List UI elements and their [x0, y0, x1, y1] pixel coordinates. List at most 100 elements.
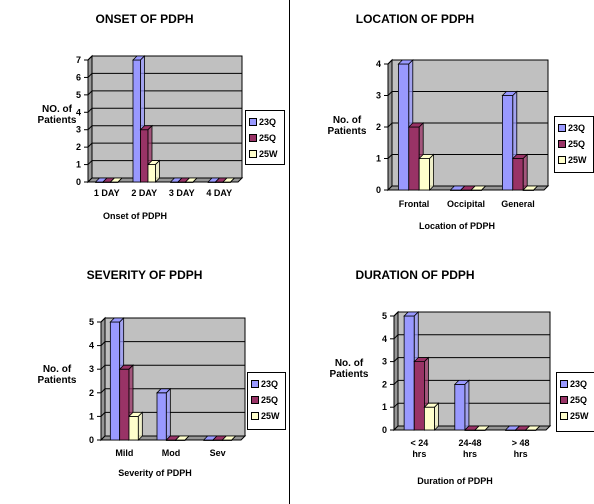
legend-item: 23Q — [560, 379, 587, 389]
legend-label: 25Q — [259, 133, 277, 143]
x-tick-label: hrs — [412, 449, 426, 459]
gridline — [100, 388, 245, 394]
bar — [221, 435, 237, 441]
bar-side — [231, 435, 236, 441]
bar-front — [398, 63, 410, 191]
bar — [524, 425, 541, 431]
plot-area: 0 1 2 3 4 5 6 7 1 DAY 2 DAY 3 DAY 4 DAY — [76, 54, 244, 198]
legend-label: 23Q — [261, 379, 279, 389]
y-tick-label: 4 — [89, 341, 94, 351]
chart-title: ONSET OF PDPH — [95, 12, 194, 26]
x-tick-label: Mod — [162, 448, 181, 458]
legend-label: 25W — [568, 155, 587, 165]
gridline — [387, 91, 548, 96]
legend-label: 25Q — [568, 139, 586, 149]
y-tick-label: 1 — [382, 402, 387, 412]
legend-label: 25W — [570, 411, 589, 421]
y-tick-label: 0 — [76, 177, 81, 187]
bar-side — [533, 185, 538, 191]
gridline — [87, 107, 242, 113]
gridline — [387, 59, 548, 65]
bar-side — [117, 177, 123, 183]
x-tick-label: > 48 — [512, 438, 530, 448]
legend-item: 25W — [560, 411, 589, 421]
bar-front — [140, 129, 149, 183]
bar-side — [481, 185, 486, 191]
chart-panel-onset: ONSET OF PDPH NO. of Patients 0 1 2 3 4 5 6 7 1 … — [0, 0, 289, 250]
x-tick-label: 24-48 — [458, 438, 481, 448]
bar-side — [429, 153, 435, 191]
legend-label: 25W — [259, 149, 278, 159]
bar-side — [155, 159, 160, 183]
legend: 23Q 25Q 25W — [247, 372, 286, 430]
plot-area: 0 1 2 3 4 5 Mild Mod Sev — [89, 316, 247, 458]
gridline — [100, 341, 245, 346]
y-tick-label: 5 — [89, 317, 94, 327]
legend-swatch — [558, 140, 566, 148]
bar — [418, 153, 435, 191]
x-axis-label: Severity of PDPH — [118, 468, 192, 478]
bar — [511, 153, 529, 191]
x-tick-label: 1 DAY — [94, 188, 120, 198]
y-tick-label: 6 — [76, 72, 81, 82]
x-tick-label: hrs — [514, 449, 528, 459]
x-axis-label: Onset of PDPH — [102, 211, 167, 221]
x-tick-label: Frontal — [399, 199, 430, 209]
y-tick-label: 2 — [382, 379, 387, 389]
gridline — [393, 334, 550, 340]
y-axis-label: No. of Patients — [327, 115, 367, 137]
bar-front — [403, 315, 415, 431]
gridline — [393, 379, 550, 385]
bar-side — [522, 153, 528, 191]
legend-swatch — [558, 124, 566, 132]
y-tick-label: 2 — [89, 388, 94, 398]
panel-divider — [289, 0, 290, 504]
bar-front — [119, 368, 130, 441]
x-tick-label: Occipital — [447, 199, 485, 209]
x-tick-label: General — [501, 199, 535, 209]
y-tick-label: 0 — [382, 425, 387, 435]
gridline — [387, 122, 548, 128]
legend-item: 23Q — [558, 123, 585, 133]
y-tick-label: 0 — [89, 435, 94, 445]
y-tick-label: 1 — [376, 154, 381, 164]
y-tick-label: 3 — [89, 364, 94, 374]
legend-swatch — [560, 380, 568, 388]
bar — [222, 177, 236, 183]
legend: 23Q 25Q 25W — [245, 110, 285, 165]
bar-side — [184, 435, 190, 441]
bar — [156, 387, 172, 441]
gridline — [387, 154, 548, 159]
bar-front — [501, 95, 514, 191]
gridline — [87, 142, 242, 148]
legend-item: 25Q — [249, 133, 276, 143]
bar-front — [454, 383, 466, 431]
legend-label: 25W — [261, 411, 280, 421]
plot-area: 0 1 2 3 4 Frontal Occipital General — [376, 58, 550, 209]
legend-item: 25Q — [560, 395, 587, 405]
bar-front — [156, 392, 167, 441]
y-tick-label: 4 — [76, 107, 81, 117]
legend-swatch — [251, 380, 259, 388]
legend-swatch — [249, 118, 257, 126]
y-axis-label: No. of Patients — [37, 364, 77, 386]
legend-swatch — [249, 134, 257, 142]
legend: 23Q 25Q 25W — [554, 116, 594, 173]
gridline — [87, 72, 242, 78]
legend-swatch — [249, 150, 257, 158]
bar-side — [192, 177, 198, 183]
legend-swatch — [251, 412, 259, 420]
legend-label: 23Q — [570, 379, 588, 389]
plot-back-wall — [91, 55, 243, 179]
bar — [109, 177, 123, 183]
gridline — [87, 90, 242, 96]
bar-front — [132, 59, 141, 183]
y-tick-label: 4 — [382, 334, 387, 344]
y-axis-label: No. of Patients — [329, 358, 369, 380]
bar-front — [408, 126, 420, 191]
y-tick-label: 3 — [382, 357, 387, 367]
x-axis-label: Location of PDPH — [419, 221, 495, 231]
x-tick-label: Sev — [210, 448, 226, 458]
bar-side — [165, 387, 171, 441]
x-tick-label: Mild — [115, 448, 133, 458]
